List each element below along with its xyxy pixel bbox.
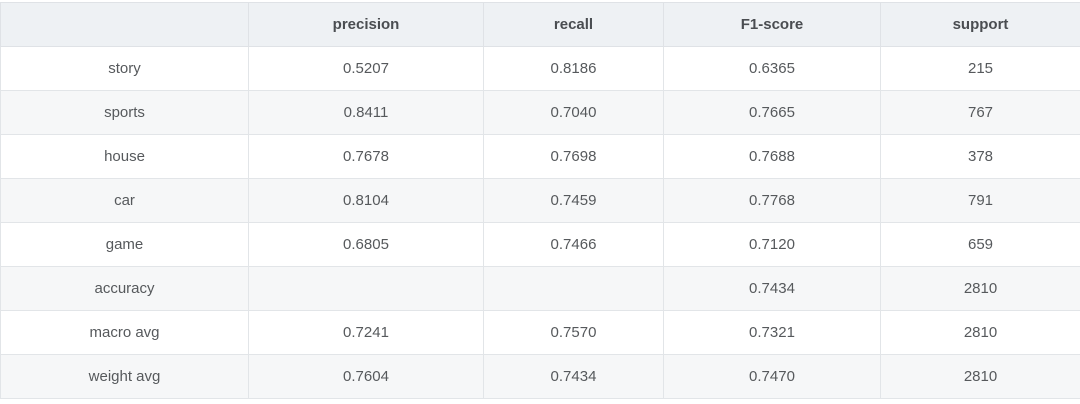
table-row-car: car 0.8104 0.7459 0.7768 791 (0, 178, 1080, 223)
row-label-cell: macro avg (0, 310, 249, 355)
data-cell: 2810 (880, 354, 1080, 399)
data-cell: 0.8104 (248, 178, 484, 223)
data-cell: 0.7241 (248, 310, 484, 355)
data-cell: 0.7604 (248, 354, 484, 399)
row-label-cell: game (0, 222, 249, 267)
data-cell: 0.7688 (663, 134, 881, 179)
row-label-cell: car (0, 178, 249, 223)
data-cell: 0.7040 (483, 90, 664, 135)
data-cell: 0.7698 (483, 134, 664, 179)
table-row-story: story 0.5207 0.8186 0.6365 215 (0, 46, 1080, 91)
data-cell (248, 266, 484, 311)
data-cell: 378 (880, 134, 1080, 179)
data-cell: 0.6805 (248, 222, 484, 267)
data-cell: 0.7434 (663, 266, 881, 311)
data-cell: 0.7570 (483, 310, 664, 355)
table-row-macro-avg: macro avg 0.7241 0.7570 0.7321 2810 (0, 310, 1080, 355)
table-row-weight-avg: weight avg 0.7604 0.7434 0.7470 2810 (0, 354, 1080, 399)
data-cell: 659 (880, 222, 1080, 267)
table-row-sports: sports 0.8411 0.7040 0.7665 767 (0, 90, 1080, 135)
data-cell: 0.5207 (248, 46, 484, 91)
data-cell: 0.7678 (248, 134, 484, 179)
data-cell: 0.8186 (483, 46, 664, 91)
header-cell-support: support (880, 2, 1080, 47)
row-label-cell: accuracy (0, 266, 249, 311)
data-cell: 2810 (880, 266, 1080, 311)
data-cell: 791 (880, 178, 1080, 223)
data-cell: 0.8411 (248, 90, 484, 135)
header-cell-f1-score: F1-score (663, 2, 881, 47)
data-cell: 0.7120 (663, 222, 881, 267)
data-cell: 0.7434 (483, 354, 664, 399)
data-cell: 767 (880, 90, 1080, 135)
data-cell: 0.7470 (663, 354, 881, 399)
data-cell: 0.7321 (663, 310, 881, 355)
data-cell: 0.7768 (663, 178, 881, 223)
row-label-cell: story (0, 46, 249, 91)
row-label-cell: sports (0, 90, 249, 135)
table-header-row: precision recall F1-score support (0, 2, 1080, 47)
table-row-game: game 0.6805 0.7466 0.7120 659 (0, 222, 1080, 267)
data-cell (483, 266, 664, 311)
data-cell: 215 (880, 46, 1080, 91)
row-label-cell: house (0, 134, 249, 179)
data-cell: 0.7665 (663, 90, 881, 135)
row-label-cell: weight avg (0, 354, 249, 399)
table-row-accuracy: accuracy 0.7434 2810 (0, 266, 1080, 311)
data-cell: 2810 (880, 310, 1080, 355)
header-cell-recall: recall (483, 2, 664, 47)
header-cell-precision: precision (248, 2, 484, 47)
table-row-house: house 0.7678 0.7698 0.7688 378 (0, 134, 1080, 179)
data-cell: 0.6365 (663, 46, 881, 91)
data-cell: 0.7459 (483, 178, 664, 223)
data-cell: 0.7466 (483, 222, 664, 267)
header-cell-blank (0, 2, 249, 47)
